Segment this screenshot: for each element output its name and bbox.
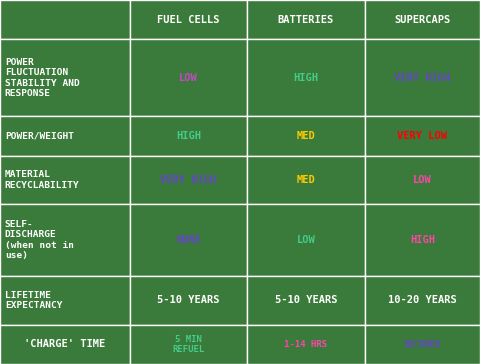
Text: MED: MED <box>297 175 315 185</box>
Bar <box>0 276 130 325</box>
Text: 5 MIN
REFUEL: 5 MIN REFUEL <box>172 335 204 354</box>
Text: 5-10 YEARS: 5-10 YEARS <box>275 296 337 305</box>
Text: LOW: LOW <box>413 175 432 185</box>
Bar <box>247 116 365 156</box>
Text: HIGH: HIGH <box>176 131 201 141</box>
Text: HIGH: HIGH <box>410 235 435 245</box>
Bar <box>365 204 480 276</box>
Bar <box>247 39 365 116</box>
Text: MED: MED <box>297 131 315 141</box>
Text: LIFETIME
EXPECTANCY: LIFETIME EXPECTANCY <box>5 291 62 310</box>
Text: 1-14 HRS: 1-14 HRS <box>285 340 327 349</box>
Bar <box>247 276 365 325</box>
Text: 5-10 YEARS: 5-10 YEARS <box>157 296 220 305</box>
Text: FUEL CELLS: FUEL CELLS <box>157 15 220 25</box>
Bar <box>130 0 247 39</box>
Text: 10-20 YEARS: 10-20 YEARS <box>388 296 457 305</box>
Text: LOW: LOW <box>297 235 315 245</box>
Bar <box>0 39 130 116</box>
Text: VERY HIGH: VERY HIGH <box>394 73 451 83</box>
Bar <box>130 276 247 325</box>
Bar <box>130 116 247 156</box>
Bar <box>0 116 130 156</box>
Text: POWER/WEIGHT: POWER/WEIGHT <box>5 131 74 141</box>
Bar <box>247 325 365 364</box>
Text: SUPERCAPS: SUPERCAPS <box>394 15 451 25</box>
Text: MATERIAL
RECYCLABILITY: MATERIAL RECYCLABILITY <box>5 170 80 190</box>
Text: HIGH: HIGH <box>293 73 319 83</box>
Bar <box>0 325 130 364</box>
Text: BATTERIES: BATTERIES <box>278 15 334 25</box>
Bar <box>130 325 247 364</box>
Text: NONE: NONE <box>176 235 201 245</box>
Text: VERY LOW: VERY LOW <box>397 131 447 141</box>
Bar <box>247 0 365 39</box>
Bar <box>0 156 130 204</box>
Bar <box>365 39 480 116</box>
Bar <box>0 204 130 276</box>
Bar <box>365 276 480 325</box>
Text: LOW: LOW <box>179 73 198 83</box>
Text: VERY HIGH: VERY HIGH <box>160 175 216 185</box>
Bar <box>130 156 247 204</box>
Bar <box>365 325 480 364</box>
Bar <box>0 0 130 39</box>
Bar <box>365 0 480 39</box>
Bar <box>247 156 365 204</box>
Bar <box>365 116 480 156</box>
Bar <box>130 204 247 276</box>
Text: POWER
FLUCTUATION
STABILITY AND
RESPONSE: POWER FLUCTUATION STABILITY AND RESPONSE <box>5 58 80 98</box>
Bar <box>247 204 365 276</box>
Bar <box>130 39 247 116</box>
Text: 'CHARGE' TIME: 'CHARGE' TIME <box>24 339 106 349</box>
Text: SECONDS: SECONDS <box>404 340 441 349</box>
Text: SELF-
DISCHARGE
(when not in
use): SELF- DISCHARGE (when not in use) <box>5 220 74 260</box>
Bar <box>365 156 480 204</box>
